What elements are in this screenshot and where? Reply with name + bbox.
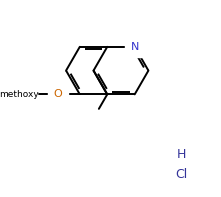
Text: O: O: [53, 89, 62, 99]
Text: methoxy: methoxy: [0, 90, 39, 99]
Text: Cl: Cl: [175, 168, 188, 181]
Text: H: H: [177, 148, 186, 161]
Text: N: N: [131, 42, 139, 52]
